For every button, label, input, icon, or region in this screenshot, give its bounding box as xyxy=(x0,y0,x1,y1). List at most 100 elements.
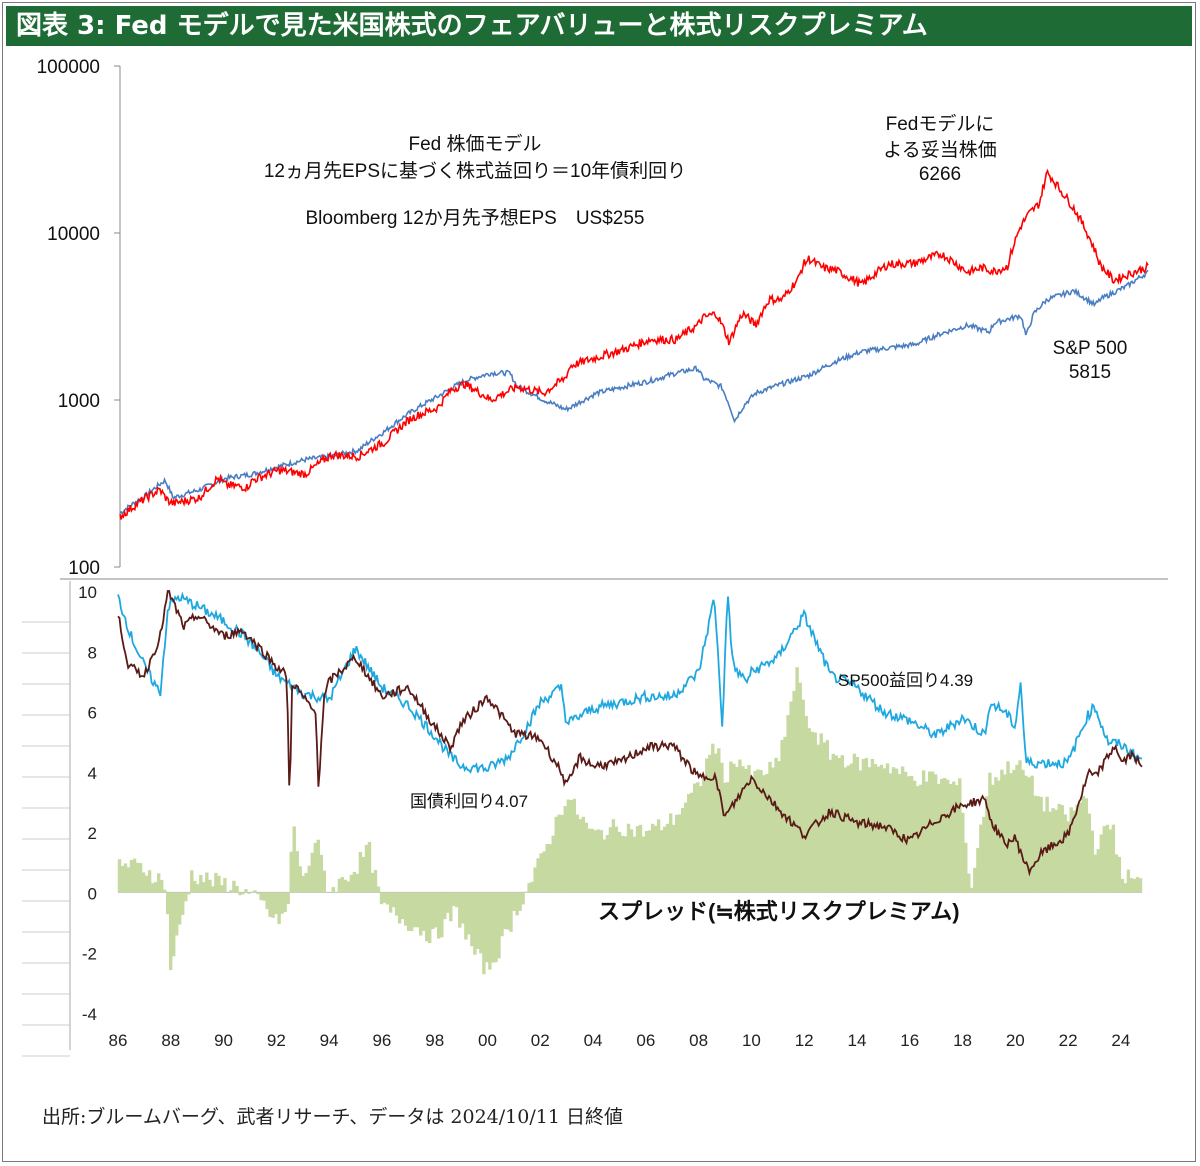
spread-bar xyxy=(1096,849,1100,893)
spread-bar xyxy=(509,892,513,932)
spread-bar xyxy=(223,878,227,893)
spread-bar xyxy=(117,859,122,893)
spread-bar xyxy=(403,892,408,926)
spread-bar xyxy=(1102,826,1106,893)
spread-bar xyxy=(277,892,281,925)
spread-bar xyxy=(280,892,284,914)
spread-bar xyxy=(849,763,854,893)
spread-bar xyxy=(548,844,552,893)
spread-bar xyxy=(253,890,257,893)
spread-bar xyxy=(482,892,486,975)
spread-bar xyxy=(530,881,534,893)
spread-bar xyxy=(229,890,233,893)
spread-bar xyxy=(166,892,170,915)
spread-bar xyxy=(382,892,387,903)
spread-bar xyxy=(157,873,161,893)
spread-bar xyxy=(714,753,718,893)
spread-bar xyxy=(1030,775,1034,893)
spread-bar xyxy=(256,892,260,895)
spread-bar xyxy=(575,814,579,893)
spread-bar xyxy=(967,873,971,893)
spread-bar xyxy=(991,784,995,893)
spread-label: スプレッド(≒株式リスクプレミアム) xyxy=(598,899,960,924)
spread-bar xyxy=(717,748,721,893)
spread-bar xyxy=(1099,834,1103,893)
spread-bar xyxy=(903,771,908,893)
spread-bar xyxy=(831,753,835,893)
spread-bar xyxy=(771,767,775,893)
spread-bar xyxy=(211,886,215,893)
spread-bar xyxy=(958,778,962,893)
spread-bar xyxy=(322,870,326,893)
spread-bar xyxy=(431,892,435,930)
spread-bar xyxy=(1045,796,1049,893)
spread-bar xyxy=(1006,761,1010,893)
spread-bar xyxy=(238,892,242,896)
spread-bar xyxy=(982,816,986,893)
fed-fair-value-label-line1: Fedモデルに xyxy=(886,113,995,135)
spread-bar xyxy=(1036,796,1040,893)
spread-bar xyxy=(834,755,838,893)
spread-bar xyxy=(286,892,290,905)
spread-bar xyxy=(488,892,492,970)
spread-bar xyxy=(181,892,185,915)
bottom-y-tick-label: 8 xyxy=(88,643,97,662)
spread-bar xyxy=(786,715,790,893)
spread-bar xyxy=(551,835,555,893)
spread-bar xyxy=(310,852,314,893)
spread-bar xyxy=(440,892,444,938)
spread-bar xyxy=(361,856,366,893)
spread-bar xyxy=(693,783,697,893)
spread-bar xyxy=(1078,802,1082,893)
bottom-y-tick-label: 2 xyxy=(88,824,97,843)
spread-bar xyxy=(1063,814,1067,893)
bottom-x-tick-label: 16 xyxy=(900,1031,919,1050)
spread-bar xyxy=(976,847,980,893)
spread-bar xyxy=(283,892,287,913)
fed-fair-value-label-line2: よる妥当株価 xyxy=(883,139,996,161)
bottom-x-tick-label: 06 xyxy=(636,1031,655,1050)
spread-bar xyxy=(545,844,549,893)
spread-bar xyxy=(1060,805,1064,893)
bottom-x-tick-label: 96 xyxy=(372,1031,391,1050)
spread-bar xyxy=(623,836,628,893)
spread-bar xyxy=(494,892,498,963)
spread-bar xyxy=(259,892,263,901)
spread-bar xyxy=(370,872,375,893)
spread-bar xyxy=(385,892,390,905)
spread-bar xyxy=(289,851,293,893)
spread-bar xyxy=(687,794,691,893)
spread-bar xyxy=(217,875,221,893)
spread-bar xyxy=(807,728,811,893)
bottom-y-tick-label: -2 xyxy=(82,945,97,964)
spread-bar xyxy=(973,867,977,893)
spread-bar xyxy=(626,823,631,893)
spread-bar xyxy=(346,881,351,893)
spread-bar xyxy=(178,892,182,925)
spread-bar xyxy=(208,879,212,893)
bottom-x-tick-label: 02 xyxy=(531,1031,550,1050)
spread-bar xyxy=(1087,813,1091,893)
spread-bar xyxy=(1123,883,1128,893)
bottom-x-tick-label: 88 xyxy=(161,1031,180,1050)
fed-model-price-chart: 100000 10000 1000 100 xyxy=(37,57,1168,580)
spread-bar xyxy=(572,798,576,893)
spread-bar xyxy=(635,826,640,893)
spread-bar xyxy=(1075,804,1079,893)
spread-bar xyxy=(292,826,296,893)
spread-bar xyxy=(979,824,983,893)
bottom-y-tick-label: 4 xyxy=(88,764,97,783)
spread-bar xyxy=(205,872,209,893)
spread-bar xyxy=(560,815,564,893)
spread-bar xyxy=(521,892,525,905)
spread-bar xyxy=(988,772,992,893)
spread-bar xyxy=(367,841,372,893)
spread-bar xyxy=(912,780,917,893)
spread-bar xyxy=(659,830,664,893)
spread-bar xyxy=(172,892,176,957)
bottom-x-tick-label: 92 xyxy=(267,1031,286,1050)
spread-bar xyxy=(470,892,474,947)
bottom-y-tick-label: 0 xyxy=(88,884,97,903)
spread-bar xyxy=(669,813,673,893)
